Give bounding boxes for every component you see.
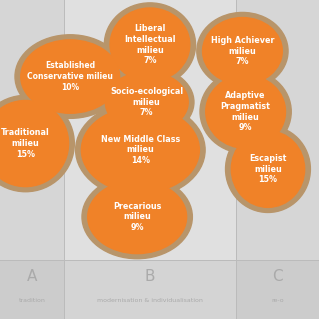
Ellipse shape (203, 18, 282, 85)
Bar (0, 260, 64, 319)
Text: High Achiever
milieu
7%: High Achiever milieu 7% (211, 36, 274, 66)
Text: Socio-ecological
milieu
7%: Socio-ecological milieu 7% (110, 87, 183, 117)
Ellipse shape (200, 70, 291, 153)
Bar (236, 260, 319, 319)
Bar (0, 0, 64, 260)
Ellipse shape (226, 126, 310, 212)
Bar (64, 260, 236, 319)
Text: Traditional
milieu
15%: Traditional milieu 15% (1, 128, 50, 159)
Ellipse shape (76, 102, 205, 198)
Bar (64, 0, 236, 260)
Text: Escapist
milieu
15%: Escapist milieu 15% (249, 154, 287, 184)
Text: Liberal
Intellectual
milieu
7%: Liberal Intellectual milieu 7% (124, 24, 176, 65)
Ellipse shape (105, 72, 188, 132)
Text: New Middle Class
milieu
14%: New Middle Class milieu 14% (101, 135, 180, 165)
Text: re-o: re-o (271, 298, 284, 303)
Ellipse shape (110, 8, 190, 81)
Text: Adaptive
Pragmatist
milieu
9%: Adaptive Pragmatist milieu 9% (221, 91, 271, 132)
Text: modernisation & individualisation: modernisation & individualisation (97, 298, 203, 303)
Bar (236, 0, 319, 260)
Ellipse shape (82, 175, 192, 259)
Ellipse shape (100, 67, 194, 137)
Text: A: A (27, 269, 37, 284)
Ellipse shape (0, 95, 74, 192)
Text: B: B (145, 269, 155, 284)
Text: C: C (272, 269, 283, 284)
Ellipse shape (88, 180, 187, 254)
Text: tradition: tradition (19, 298, 45, 303)
Ellipse shape (197, 12, 288, 90)
Ellipse shape (81, 107, 199, 193)
Ellipse shape (21, 40, 120, 113)
Ellipse shape (206, 75, 286, 148)
Ellipse shape (0, 100, 69, 187)
Ellipse shape (231, 131, 305, 207)
Ellipse shape (104, 3, 196, 86)
Text: Precarious
milieu
9%: Precarious milieu 9% (113, 202, 161, 232)
Text: Established
Conservative milieu
10%: Established Conservative milieu 10% (27, 61, 113, 92)
Ellipse shape (15, 35, 125, 118)
